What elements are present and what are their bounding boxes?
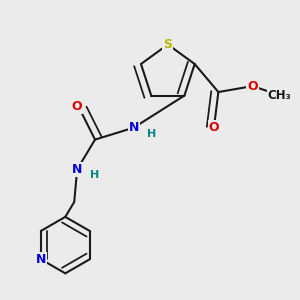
Text: S: S bbox=[163, 38, 172, 51]
Text: H: H bbox=[90, 170, 100, 180]
Text: H: H bbox=[147, 129, 156, 139]
Text: O: O bbox=[247, 80, 258, 93]
Text: N: N bbox=[72, 163, 83, 176]
Text: CH₃: CH₃ bbox=[267, 88, 291, 101]
Text: O: O bbox=[208, 121, 219, 134]
Text: N: N bbox=[128, 121, 139, 134]
Text: N: N bbox=[36, 253, 46, 266]
Text: O: O bbox=[72, 100, 83, 113]
